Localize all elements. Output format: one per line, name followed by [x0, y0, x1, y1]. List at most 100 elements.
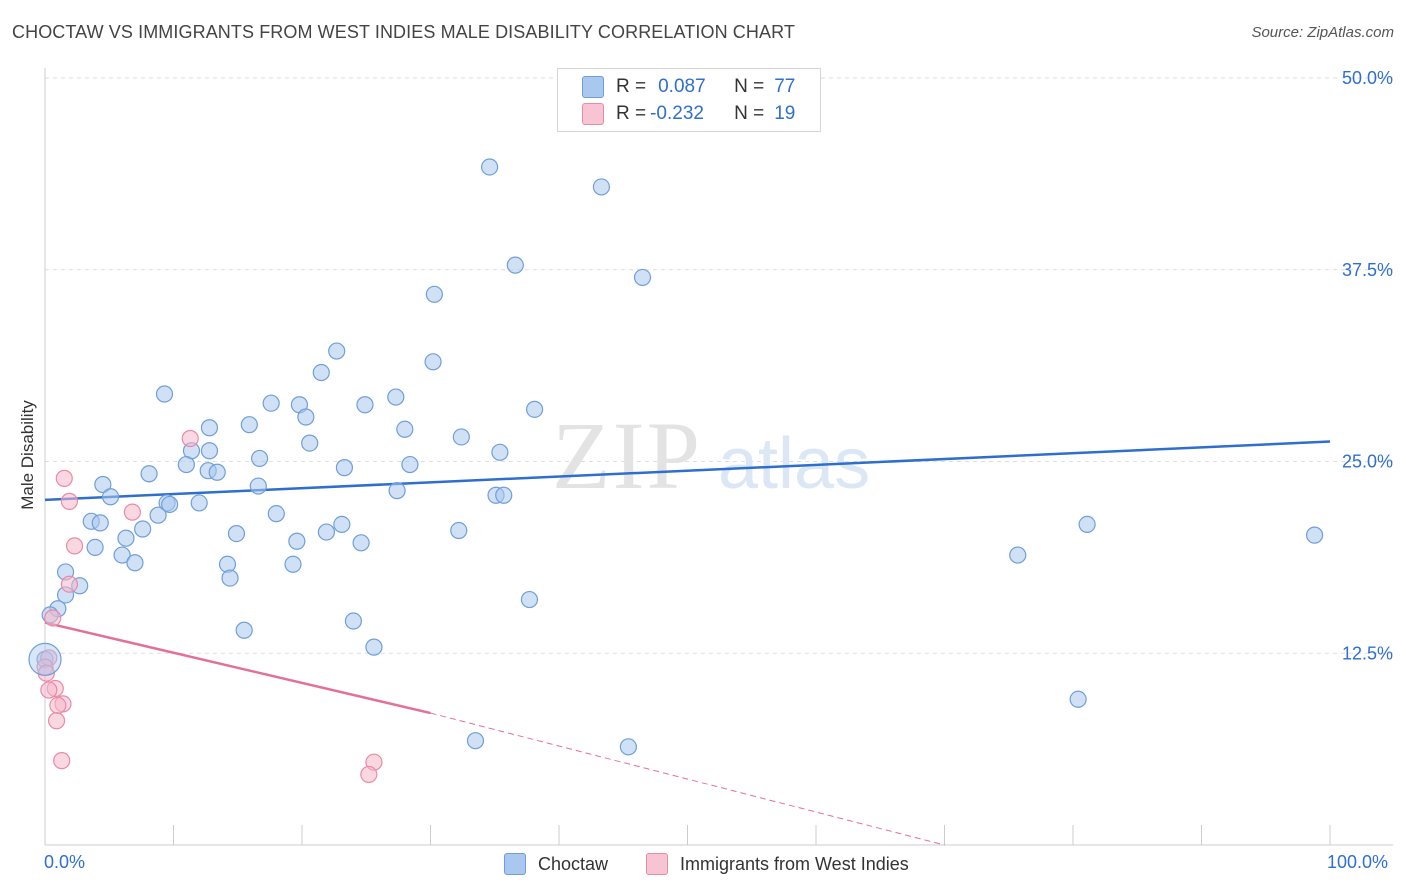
choctaw-point [452, 428, 470, 446]
choctaw-point [396, 420, 414, 438]
choctaw-point [344, 612, 362, 630]
choctaw-point [450, 521, 468, 540]
watermark: ZIP atlas [552, 402, 870, 509]
west-indies-point [60, 492, 79, 510]
choctaw-point [221, 569, 239, 587]
choctaw-point [506, 256, 524, 274]
choctaw-point [200, 442, 219, 460]
choctaw-point [525, 400, 544, 418]
stats-legend: R = 0.087 N = 77 R = -0.232 N = 19 [557, 68, 821, 132]
choctaw-point [200, 419, 219, 437]
choctaw-point [592, 178, 611, 196]
choctaw-point [262, 394, 280, 412]
west-indies-point [65, 537, 84, 555]
legend-row-west-indies: R = -0.232 N = 19 [582, 102, 795, 126]
choctaw-point [424, 353, 442, 371]
choctaw-point [466, 732, 485, 750]
choctaw-point [117, 529, 135, 547]
trendline-west-indies [44, 621, 431, 715]
west-indies-point [60, 575, 79, 593]
west-indies-point [47, 712, 66, 730]
choctaw-cluster-point [28, 642, 62, 676]
west-indies-point [181, 429, 199, 448]
choctaw-point [149, 506, 167, 524]
choctaw-point [113, 546, 131, 564]
choctaw-point [86, 538, 104, 557]
choctaw-point [328, 342, 346, 360]
choctaw-point [297, 408, 315, 426]
west-indies-swatch [646, 853, 668, 875]
choctaw-point [1069, 690, 1087, 708]
choctaw-point [240, 416, 258, 434]
west-indies-point [123, 503, 141, 521]
choctaw-point [1305, 526, 1324, 544]
choctaw-point [491, 443, 509, 461]
n-value: 19 [774, 103, 796, 124]
x-tick-label-min: 0.0% [44, 852, 86, 872]
choctaw-point [134, 520, 152, 538]
chart-title: CHOCTAW VS IMMIGRANTS FROM WEST INDIES M… [12, 22, 795, 42]
choctaw-point [101, 488, 120, 506]
choctaw-point [177, 455, 195, 474]
r-label: R = [616, 103, 647, 124]
r-value: -0.232 [650, 103, 704, 124]
choctaw-point [249, 477, 267, 495]
choctaw-point [288, 532, 306, 550]
legend-item-choctaw[interactable]: Choctaw [504, 852, 608, 876]
axis-layer [44, 68, 1393, 846]
choctaw-point [140, 465, 158, 483]
y-tick-labels: 12.5% 25.0% 37.5% 50.0% [1342, 68, 1393, 663]
choctaw-point [388, 482, 406, 500]
choctaw-point [387, 388, 405, 406]
x-tick-label-max: 100.0% [1327, 852, 1389, 872]
legend-row-choctaw: R = 0.087 N = 77 [582, 75, 795, 99]
west-indies-point [49, 696, 67, 715]
legend-label-west-indies: Immigrants from West Indies [680, 853, 909, 874]
choctaw-point [1009, 546, 1027, 564]
choctaw-point [335, 459, 354, 477]
choctaw-swatch [582, 76, 604, 98]
west-indies-point [40, 681, 58, 699]
west-indies-point [37, 664, 55, 682]
choctaw-point [91, 514, 109, 532]
choctaw-point [126, 554, 144, 572]
n-value: 77 [774, 76, 796, 97]
choctaw-point [190, 494, 208, 512]
choctaw-point [619, 738, 637, 756]
n-label: N = [734, 76, 765, 97]
choctaw-point [155, 385, 174, 403]
choctaw-point [267, 505, 285, 523]
choctaw-point [227, 524, 246, 543]
west-indies-point [44, 609, 62, 627]
west-indies-point [53, 752, 71, 770]
choctaw-point [425, 285, 443, 303]
choctaw-point [250, 449, 269, 468]
choctaw-point [235, 621, 253, 639]
r-label: R = [616, 76, 647, 97]
legend-item-west-indies[interactable]: Immigrants from West Indies [646, 852, 909, 876]
choctaw-point [333, 515, 351, 533]
choctaw-point [301, 434, 319, 452]
choctaw-point [312, 363, 330, 382]
west-indies-point [360, 765, 378, 784]
choctaw-point [481, 158, 499, 176]
choctaw-point [495, 486, 513, 504]
choctaw-point [94, 475, 112, 494]
choctaw-point [284, 555, 302, 573]
choctaw-point [356, 396, 374, 414]
legend-label-choctaw: Choctaw [538, 853, 609, 874]
choctaw-point [520, 590, 539, 609]
west-indies-point [55, 469, 73, 487]
grid-layer [45, 77, 1393, 654]
n-label: N = [734, 103, 765, 124]
choctaw-point [401, 455, 419, 474]
west-indies-swatch [582, 103, 604, 125]
choctaw-point [633, 268, 652, 287]
y-tick-label: 50.0% [1342, 68, 1393, 88]
y-tick-label: 37.5% [1342, 260, 1393, 280]
source-label: Source: ZipAtlas.com [1251, 24, 1394, 41]
choctaw-point [1078, 515, 1096, 533]
r-value: 0.087 [658, 76, 706, 97]
choctaw-point [352, 534, 370, 552]
